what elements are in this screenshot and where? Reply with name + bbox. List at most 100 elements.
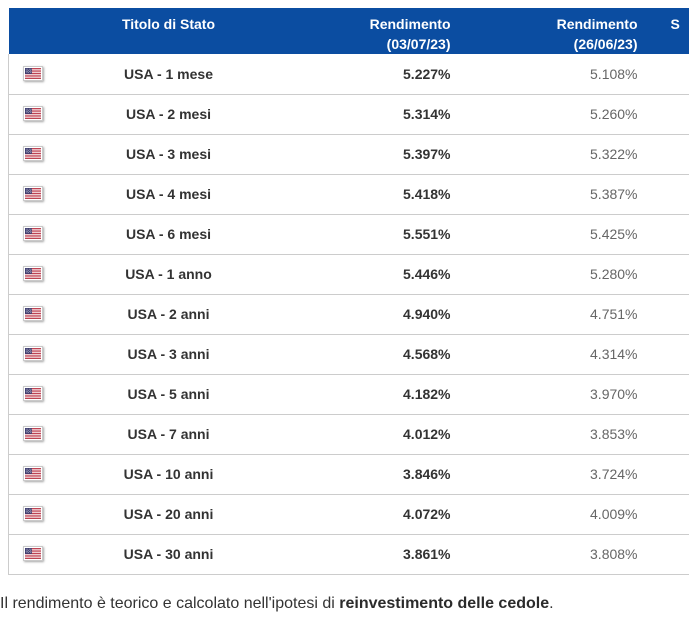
usa-flag-icon: [22, 226, 43, 241]
yield-previous: 5.425%: [458, 214, 646, 255]
bond-name: USA - 6 mesi: [56, 214, 281, 255]
spread-cell-truncated: [645, 534, 689, 575]
flag-cell: [8, 94, 57, 135]
yield-current: 5.227%: [280, 54, 459, 95]
bond-name: USA - 2 mesi: [56, 94, 281, 135]
bond-name: USA - 2 anni: [56, 294, 281, 335]
table-row: USA - 30 anni 3.861% 3.808%: [8, 534, 689, 575]
spread-cell-truncated: [645, 494, 689, 535]
yield-previous: 3.724%: [458, 454, 646, 495]
yield-previous: 3.970%: [458, 374, 646, 415]
bond-name: USA - 3 mesi: [56, 134, 281, 175]
table-row: USA - 5 anni 4.182% 3.970%: [8, 374, 689, 415]
yield-previous: 5.387%: [458, 174, 646, 215]
flag-cell: [8, 254, 57, 295]
footnote-period: .: [549, 594, 554, 612]
yield-previous: 4.751%: [458, 294, 646, 335]
bond-name: USA - 20 anni: [56, 494, 281, 535]
bond-name: USA - 5 anni: [56, 374, 281, 415]
yield-current: 3.861%: [280, 534, 459, 575]
bond-name: USA - 1 anno: [56, 254, 281, 295]
footnote-bold-text: reinvestimento delle cedole: [339, 594, 550, 612]
header-rendimento-previous-date: (26/06/23): [573, 36, 638, 52]
usa-flag-icon: [22, 506, 43, 521]
yield-previous: 5.280%: [458, 254, 646, 295]
flag-cell: [8, 54, 57, 95]
table-row: USA - 4 mesi 5.418% 5.387%: [8, 174, 689, 215]
usa-flag-icon: [22, 426, 43, 441]
yield-previous: 5.322%: [458, 134, 646, 175]
yield-previous: 3.853%: [458, 414, 646, 455]
bond-name: USA - 30 anni: [56, 534, 281, 575]
yield-current: 4.568%: [280, 334, 459, 375]
flag-cell: [8, 214, 57, 255]
usa-flag-icon: [22, 106, 43, 121]
bond-name: USA - 3 anni: [56, 334, 281, 375]
table-row: USA - 3 anni 4.568% 4.314%: [8, 334, 689, 375]
header-rendimento-current: Rendimento (03/07/23): [280, 8, 459, 54]
spread-cell-truncated: [645, 94, 689, 135]
usa-flag-icon: [22, 546, 43, 561]
header-spread-truncated: S: [645, 8, 689, 54]
spread-cell-truncated: [645, 134, 689, 175]
table-header-row: Titolo di Stato Rendimento (03/07/23) Re…: [8, 8, 689, 54]
flag-cell: [8, 534, 57, 575]
usa-flag-icon: [22, 186, 43, 201]
spread-cell-truncated: [645, 174, 689, 215]
bond-yield-table-container: Titolo di Stato Rendimento (03/07/23) Re…: [8, 8, 689, 575]
spread-cell-truncated: [645, 54, 689, 95]
table-row: USA - 1 anno 5.446% 5.280%: [8, 254, 689, 295]
yield-previous: 3.808%: [458, 534, 646, 575]
spread-cell-truncated: [645, 414, 689, 455]
flag-cell: [8, 454, 57, 495]
table-row: USA - 2 mesi 5.314% 5.260%: [8, 94, 689, 135]
yield-current: 5.314%: [280, 94, 459, 135]
table-body: USA - 1 mese 5.227% 5.108%: [8, 54, 689, 575]
table-row: USA - 3 mesi 5.397% 5.322%: [8, 134, 689, 175]
table-row: USA - 2 anni 4.940% 4.751%: [8, 294, 689, 335]
bond-name: USA - 1 mese: [56, 54, 281, 95]
bond-name: USA - 10 anni: [56, 454, 281, 495]
header-rendimento-previous: Rendimento (26/06/23): [458, 8, 646, 54]
yield-current: 4.182%: [280, 374, 459, 415]
spread-cell-truncated: [645, 334, 689, 375]
yield-previous: 4.314%: [458, 334, 646, 375]
spread-cell-truncated: [645, 374, 689, 415]
header-rendimento-previous-label: Rendimento: [556, 16, 638, 32]
yield-current: 4.940%: [280, 294, 459, 335]
usa-flag-icon: [22, 386, 43, 401]
table-row: USA - 6 mesi 5.551% 5.425%: [8, 214, 689, 255]
usa-flag-icon: [22, 306, 43, 321]
usa-flag-icon: [22, 146, 43, 161]
footnote: Il rendimento è teorico e calcolato nell…: [0, 595, 689, 613]
yield-current: 5.446%: [280, 254, 459, 295]
flag-cell: [8, 174, 57, 215]
yield-previous: 4.009%: [458, 494, 646, 535]
flag-cell: [8, 494, 57, 535]
usa-flag-icon: [22, 266, 43, 281]
usa-flag-icon: [22, 466, 43, 481]
spread-cell-truncated: [645, 454, 689, 495]
spread-cell-truncated: [645, 254, 689, 295]
bond-yield-table: Titolo di Stato Rendimento (03/07/23) Re…: [8, 8, 689, 575]
yield-current: 5.397%: [280, 134, 459, 175]
table-row: USA - 1 mese 5.227% 5.108%: [8, 54, 689, 95]
spread-cell-truncated: [645, 294, 689, 335]
flag-cell: [8, 334, 57, 375]
yield-current: 5.551%: [280, 214, 459, 255]
header-rendimento-current-date: (03/07/23): [386, 36, 451, 52]
bond-name: USA - 4 mesi: [56, 174, 281, 215]
flag-cell: [8, 134, 57, 175]
yield-previous: 5.260%: [458, 94, 646, 135]
table-row: USA - 20 anni 4.072% 4.009%: [8, 494, 689, 535]
flag-cell: [8, 414, 57, 455]
header-rendimento-current-label: Rendimento: [369, 16, 451, 32]
header-flag-column: [8, 8, 57, 54]
header-titolo-di-stato: Titolo di Stato: [56, 8, 281, 54]
yield-previous: 5.108%: [458, 54, 646, 95]
table-row: USA - 10 anni 3.846% 3.724%: [8, 454, 689, 495]
yield-current: 4.072%: [280, 494, 459, 535]
footnote-text: Il rendimento è teorico e calcolato nell…: [0, 594, 340, 612]
yield-current: 3.846%: [280, 454, 459, 495]
flag-cell: [8, 294, 57, 335]
